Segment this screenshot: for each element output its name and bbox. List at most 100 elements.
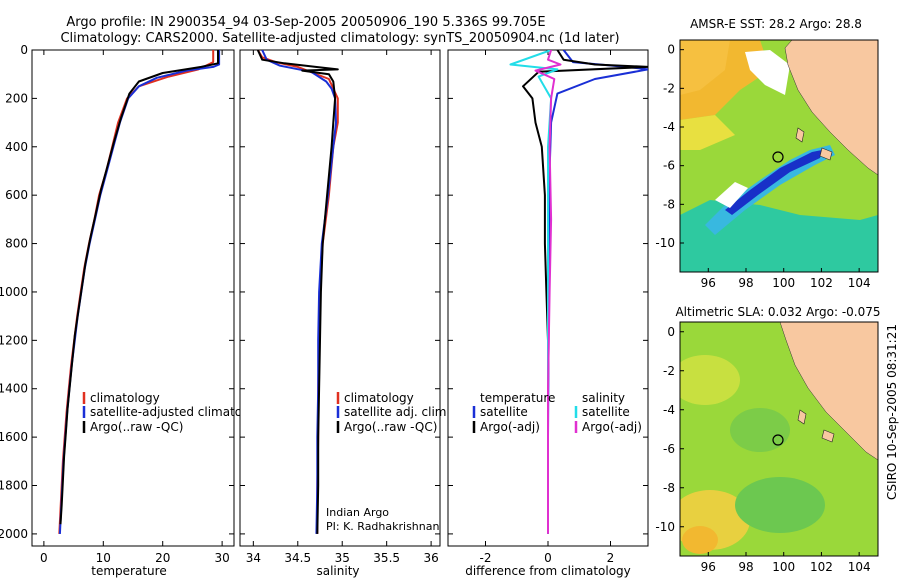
sst-argo-marker xyxy=(772,151,784,163)
map-y-tick-label: -4 xyxy=(663,120,675,134)
x-tick-label: 0 xyxy=(40,551,48,565)
sst-missing-patch-1 xyxy=(715,182,748,208)
depth-tick-label: 1600 xyxy=(0,430,28,444)
sst-map-frame xyxy=(679,39,879,273)
depth-tick-label: 1800 xyxy=(0,479,28,493)
map-x-tick-label: 104 xyxy=(848,276,871,290)
legend-label-temp-argo: Argo(-adj) xyxy=(480,420,540,434)
title-line-2: Climatology: CARS2000. Satellite-adjuste… xyxy=(60,31,619,46)
salinity-lines xyxy=(256,50,339,534)
sst-missing-patch-2 xyxy=(745,50,790,95)
series-line xyxy=(256,50,339,534)
map-y-tick-label: -8 xyxy=(663,481,675,495)
temperature-panel: 0 200 400 600 800 1000 1200 1400 1600 1800 2000 0 1… xyxy=(0,43,268,578)
salinity-legend: climatology satellite adj. clim. Argo(..… xyxy=(336,391,450,434)
annotation-indian-argo: Indian Argo xyxy=(326,506,389,519)
salinity-panel: 34 34.5 35 35.5 36 salinity climatology sate… xyxy=(239,49,450,578)
sla-argo-marker xyxy=(772,434,784,446)
x-tick-label: 35.5 xyxy=(373,551,400,565)
map-x-tick-label: 100 xyxy=(772,276,795,290)
map-x-tick-label: 102 xyxy=(810,560,833,574)
legend-label-satellite: satellite adj. clim. xyxy=(344,405,450,419)
map-y-tick-label: -4 xyxy=(663,403,675,417)
salinity-axes-frame xyxy=(239,49,441,547)
sst-warm-north-inner xyxy=(680,40,730,95)
sst-cool-streak xyxy=(705,145,835,235)
map-y-tick-label: -2 xyxy=(663,364,675,378)
difference-legend: temperature salinity satellite Argo(-adj… xyxy=(472,391,642,434)
map-x-tick-label: 102 xyxy=(810,276,833,290)
sla-map-frame xyxy=(679,321,879,557)
sst-cold-streak xyxy=(725,150,822,215)
difference-lines xyxy=(509,50,648,534)
sla-land xyxy=(779,322,878,461)
map-x-tick-label: 100 xyxy=(772,560,795,574)
sst-yellow-band xyxy=(680,115,735,150)
x-tick-label: -2 xyxy=(480,551,492,565)
side-timestamp-label: CSIRO 10-Sep-2005 08:31:21 xyxy=(885,324,899,500)
map-y-tick-label: -6 xyxy=(663,159,675,173)
x-tick-label: 20 xyxy=(155,551,170,565)
map-y-tick-label: -8 xyxy=(663,197,675,211)
legend-label-sal-argo: Argo(-adj) xyxy=(582,420,642,434)
series-line xyxy=(534,50,562,534)
salinity-xlabel: salinity xyxy=(316,564,359,578)
sla-tick-labels: 96 98 100 102 104 0 -2 -4 -6 -8 -10 xyxy=(655,325,870,574)
map-x-tick-label: 98 xyxy=(738,560,753,574)
map-y-tick-label: -10 xyxy=(655,236,675,250)
map-x-tick-label: 96 xyxy=(701,276,716,290)
depth-tick-label: 0 xyxy=(20,43,28,57)
difference-tick-labels: -2 0 2 xyxy=(448,49,648,565)
sst-tick-labels: 96 98 100 102 104 0 -2 -4 -6 -8 -10 xyxy=(655,43,870,290)
x-tick-label: 0 xyxy=(544,551,552,565)
difference-xlabel: difference from climatology xyxy=(465,564,631,578)
x-tick-label: 36 xyxy=(423,551,438,565)
x-tick-label: 10 xyxy=(96,551,111,565)
depth-tick-label: 1200 xyxy=(0,333,28,347)
sla-high-3 xyxy=(682,526,718,554)
title-line-1: Argo profile: IN 2900354_94 03-Sep-2005 … xyxy=(66,15,545,30)
legend-label-sal-satellite: satellite xyxy=(582,405,630,419)
legend-label-argo: Argo(..raw -QC) xyxy=(344,420,437,434)
sla-low-2 xyxy=(730,408,790,452)
legend-label-satellite: satellite-adjusted climatology xyxy=(90,405,268,419)
temperature-xlabel: temperature xyxy=(91,564,166,578)
x-tick-label: 35 xyxy=(335,551,350,565)
legend-label-argo: Argo(..raw -QC) xyxy=(90,420,183,434)
map-y-tick-label: -6 xyxy=(663,442,675,456)
depth-tick-label: 2000 xyxy=(0,527,28,541)
legend-label-temp-satellite: satellite xyxy=(480,405,528,419)
depth-tick-label: 400 xyxy=(5,140,28,154)
x-tick-label: 34.5 xyxy=(284,551,311,565)
x-tick-label: 34 xyxy=(246,551,261,565)
sla-map-title: Altimetric SLA: 0.032 Argo: -0.075 xyxy=(675,305,880,319)
depth-tick-labels: 0 200 400 600 800 1000 1200 1400 1600 1800 2000 xyxy=(0,43,28,541)
depth-tick-label: 200 xyxy=(5,91,28,105)
temperature-legend: climatology satellite-adjusted climatolo… xyxy=(82,391,268,434)
sla-low-1 xyxy=(735,477,825,533)
salinity-tick-labels: 34 34.5 35 35.5 36 xyxy=(240,49,440,565)
temperature-tick-labels: 0 10 20 30 xyxy=(32,49,234,565)
x-tick-label: 2 xyxy=(607,551,615,565)
map-x-tick-label: 104 xyxy=(848,560,871,574)
sst-land xyxy=(784,40,878,176)
sst-island-2 xyxy=(819,147,833,161)
depth-tick-label: 800 xyxy=(5,237,28,251)
sst-map-title: AMSR-E SST: 28.2 Argo: 28.8 xyxy=(690,17,862,31)
depth-tick-label: 1400 xyxy=(0,382,28,396)
map-y-tick-label: 0 xyxy=(667,325,675,339)
sla-island-1 xyxy=(797,409,807,425)
map-y-tick-label: 0 xyxy=(667,43,675,57)
sla-island-2 xyxy=(821,429,835,443)
annotation-pi: PI: K. Radhakrishnan xyxy=(326,520,439,533)
legend-label-climatology: climatology xyxy=(344,391,414,405)
sst-island-1 xyxy=(795,127,805,143)
sla-map-panel: Altimetric SLA: 0.032 Argo: -0.075 96 98 1… xyxy=(655,305,880,574)
sla-high-1 xyxy=(680,355,740,405)
legend-label-climatology: climatology xyxy=(90,391,160,405)
sst-map-panel: AMSR-E SST: 28.2 Argo: 28.8 96 98 100 102 10… xyxy=(655,17,879,290)
temperature-axes-frame xyxy=(31,49,235,547)
map-y-tick-label: -2 xyxy=(663,81,675,95)
temperature-lines xyxy=(58,50,221,534)
